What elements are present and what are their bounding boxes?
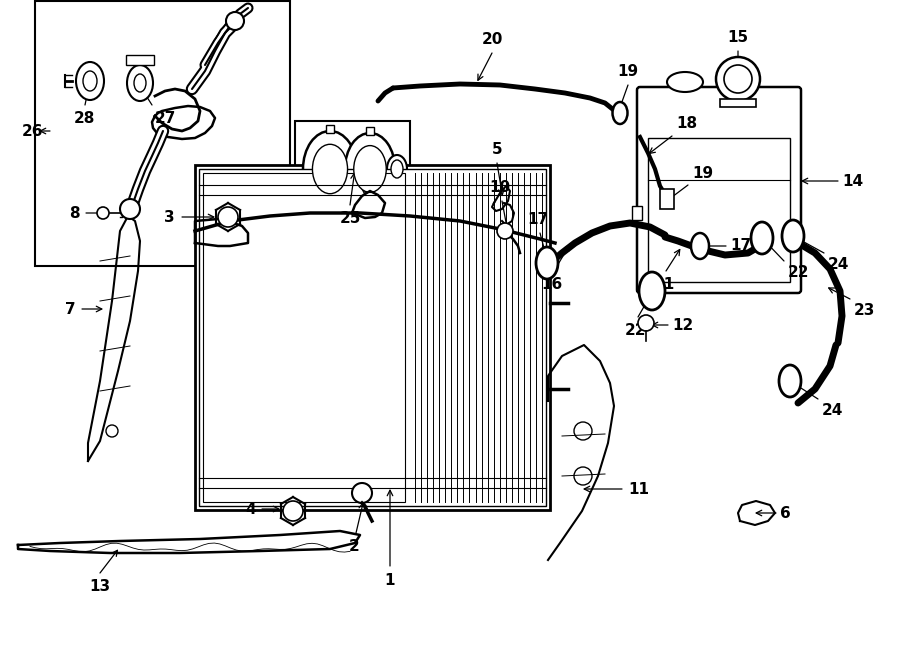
Text: 23: 23 [854, 303, 876, 318]
Text: 4: 4 [246, 502, 256, 516]
Circle shape [574, 422, 592, 440]
Text: 9: 9 [360, 148, 370, 163]
Circle shape [638, 315, 654, 331]
Bar [295, 121, 410, 221]
Ellipse shape [782, 220, 804, 252]
Ellipse shape [387, 155, 407, 183]
Circle shape [106, 425, 118, 437]
Text: 27: 27 [155, 111, 176, 126]
Text: 2: 2 [348, 539, 359, 554]
Text: 12: 12 [672, 317, 693, 332]
Text: 1: 1 [385, 573, 395, 588]
Text: 10: 10 [490, 180, 510, 195]
Text: 19: 19 [692, 166, 713, 181]
Text: 13: 13 [89, 579, 111, 594]
Circle shape [218, 207, 238, 227]
Circle shape [724, 65, 752, 93]
Ellipse shape [691, 233, 709, 259]
Circle shape [352, 483, 372, 503]
Bar [203, 173, 405, 502]
Bar [660, 189, 674, 209]
Circle shape [497, 223, 513, 239]
Text: 22: 22 [788, 265, 809, 280]
Ellipse shape [312, 144, 347, 194]
Bar [35, 1, 290, 266]
Ellipse shape [76, 62, 104, 100]
Text: 28: 28 [73, 111, 94, 126]
Circle shape [120, 199, 140, 219]
Bar [195, 165, 550, 510]
Circle shape [716, 57, 760, 101]
Ellipse shape [83, 71, 97, 91]
Text: 16: 16 [542, 277, 562, 292]
Bar [326, 125, 334, 133]
Bar [632, 206, 642, 220]
Ellipse shape [127, 65, 153, 101]
Circle shape [574, 467, 592, 485]
Text: 3: 3 [165, 210, 175, 225]
Text: 6: 6 [780, 506, 791, 520]
Ellipse shape [391, 160, 403, 178]
Text: 17: 17 [527, 212, 549, 227]
Text: 24: 24 [822, 403, 843, 418]
Text: 25: 25 [339, 211, 361, 226]
Ellipse shape [303, 131, 357, 207]
Ellipse shape [536, 247, 558, 279]
Text: 11: 11 [628, 481, 649, 496]
Ellipse shape [639, 272, 665, 310]
Ellipse shape [345, 133, 395, 205]
Text: 24: 24 [828, 257, 850, 272]
Bar [720, 99, 756, 107]
Text: 19: 19 [617, 64, 639, 79]
Text: 18: 18 [676, 116, 698, 131]
Text: 8: 8 [69, 206, 80, 221]
Circle shape [226, 12, 244, 30]
Text: 20: 20 [482, 32, 503, 47]
Ellipse shape [613, 102, 627, 124]
Circle shape [97, 207, 109, 219]
Text: 14: 14 [842, 173, 863, 188]
Bar [366, 127, 374, 135]
Text: 21: 21 [653, 277, 675, 292]
Bar [648, 138, 790, 282]
Ellipse shape [354, 145, 386, 192]
Text: 15: 15 [727, 30, 749, 45]
FancyBboxPatch shape [637, 87, 801, 293]
Text: 17: 17 [730, 239, 752, 254]
Text: 7: 7 [66, 301, 76, 317]
Text: 26: 26 [22, 124, 43, 139]
Ellipse shape [134, 74, 146, 92]
Ellipse shape [667, 72, 703, 92]
Circle shape [283, 501, 303, 521]
Bar [126, 55, 154, 65]
Bar [199, 169, 546, 506]
Text: 22: 22 [626, 323, 647, 338]
Ellipse shape [779, 365, 801, 397]
Text: 5: 5 [491, 142, 502, 157]
Ellipse shape [751, 222, 773, 254]
